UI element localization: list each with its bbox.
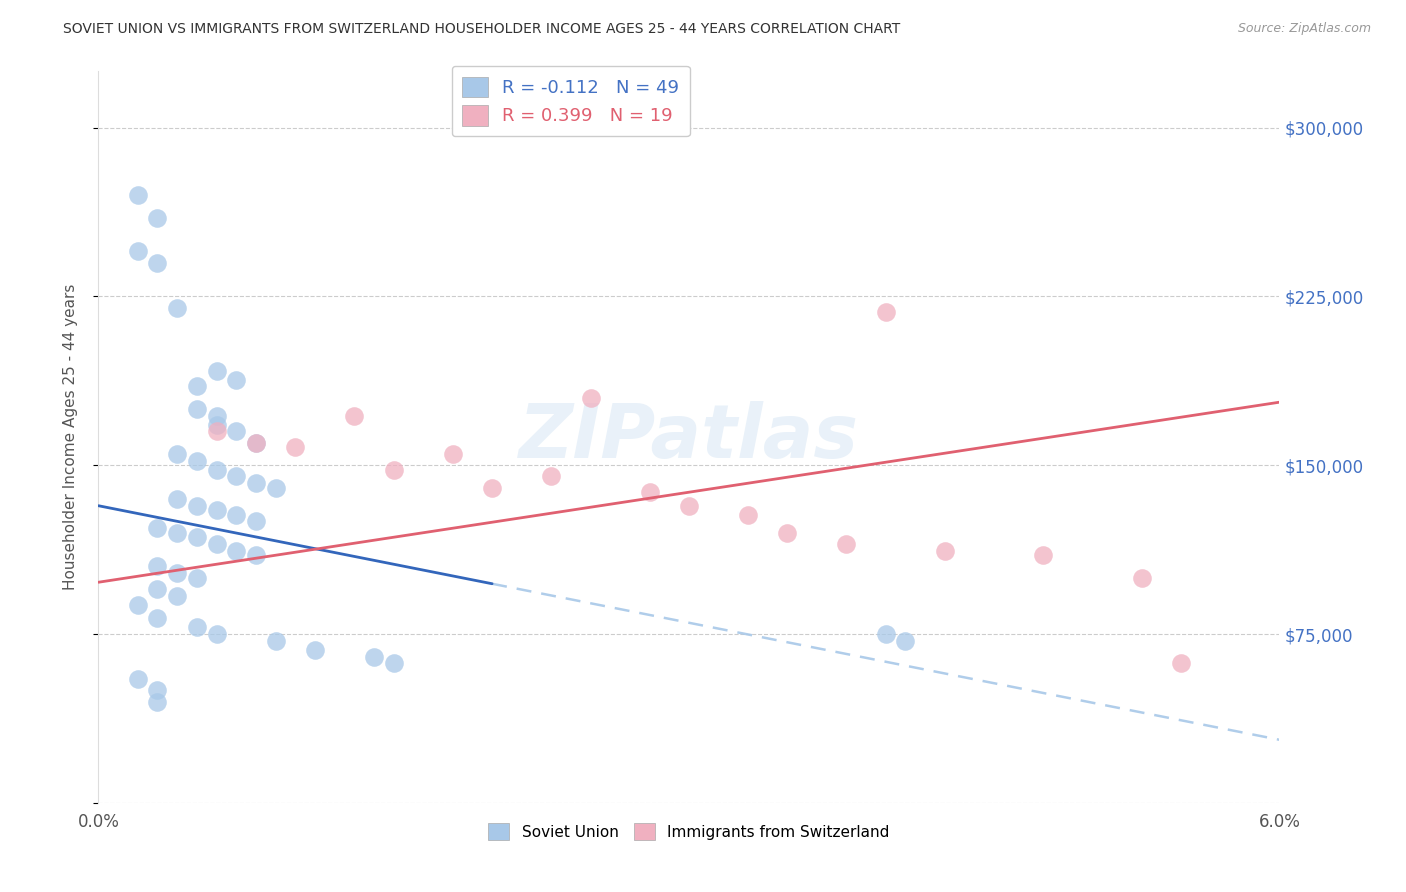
Point <box>441 447 464 461</box>
Point <box>186 401 208 416</box>
Point <box>166 525 188 540</box>
Point <box>638 485 661 500</box>
Point <box>186 571 208 585</box>
Point <box>225 543 247 558</box>
Point <box>382 657 405 671</box>
Point <box>146 683 169 698</box>
Point <box>264 633 287 648</box>
Point <box>1130 571 1153 585</box>
Point <box>127 244 149 259</box>
Point <box>264 481 287 495</box>
Text: Source: ZipAtlas.com: Source: ZipAtlas.com <box>1237 22 1371 36</box>
Point <box>166 491 188 506</box>
Point <box>166 301 188 315</box>
Point <box>205 409 228 423</box>
Point <box>166 589 188 603</box>
Point <box>481 481 503 495</box>
Point <box>875 627 897 641</box>
Point <box>245 476 267 491</box>
Point <box>166 566 188 581</box>
Point <box>225 425 247 439</box>
Point <box>127 188 149 202</box>
Point <box>205 417 228 432</box>
Point <box>678 499 700 513</box>
Point <box>579 391 602 405</box>
Point <box>1032 548 1054 562</box>
Point <box>382 463 405 477</box>
Point <box>146 255 169 269</box>
Point <box>166 447 188 461</box>
Point <box>205 425 228 439</box>
Point <box>1170 657 1192 671</box>
Point <box>737 508 759 522</box>
Point <box>225 373 247 387</box>
Point <box>284 440 307 454</box>
Point <box>186 499 208 513</box>
Text: SOVIET UNION VS IMMIGRANTS FROM SWITZERLAND HOUSEHOLDER INCOME AGES 25 - 44 YEAR: SOVIET UNION VS IMMIGRANTS FROM SWITZERL… <box>63 22 900 37</box>
Point <box>205 627 228 641</box>
Point <box>146 611 169 625</box>
Point <box>186 530 208 544</box>
Point <box>835 537 858 551</box>
Point <box>363 649 385 664</box>
Legend: Soviet Union, Immigrants from Switzerland: Soviet Union, Immigrants from Switzerlan… <box>482 816 896 847</box>
Point <box>245 435 267 450</box>
Point <box>146 521 169 535</box>
Point <box>245 515 267 529</box>
Point <box>540 469 562 483</box>
Point <box>127 598 149 612</box>
Point <box>146 694 169 708</box>
Point <box>934 543 956 558</box>
Point <box>205 537 228 551</box>
Point <box>343 409 366 423</box>
Point <box>304 642 326 657</box>
Point <box>776 525 799 540</box>
Point <box>186 379 208 393</box>
Y-axis label: Householder Income Ages 25 - 44 years: Householder Income Ages 25 - 44 years <box>63 284 77 591</box>
Point <box>146 559 169 574</box>
Text: ZIPatlas: ZIPatlas <box>519 401 859 474</box>
Point <box>894 633 917 648</box>
Point <box>186 620 208 634</box>
Point <box>225 469 247 483</box>
Point <box>205 463 228 477</box>
Point <box>875 305 897 319</box>
Point <box>146 582 169 596</box>
Point <box>245 435 267 450</box>
Point <box>127 672 149 686</box>
Point <box>205 364 228 378</box>
Point <box>225 508 247 522</box>
Point <box>146 211 169 225</box>
Point <box>186 453 208 467</box>
Point <box>205 503 228 517</box>
Point <box>245 548 267 562</box>
